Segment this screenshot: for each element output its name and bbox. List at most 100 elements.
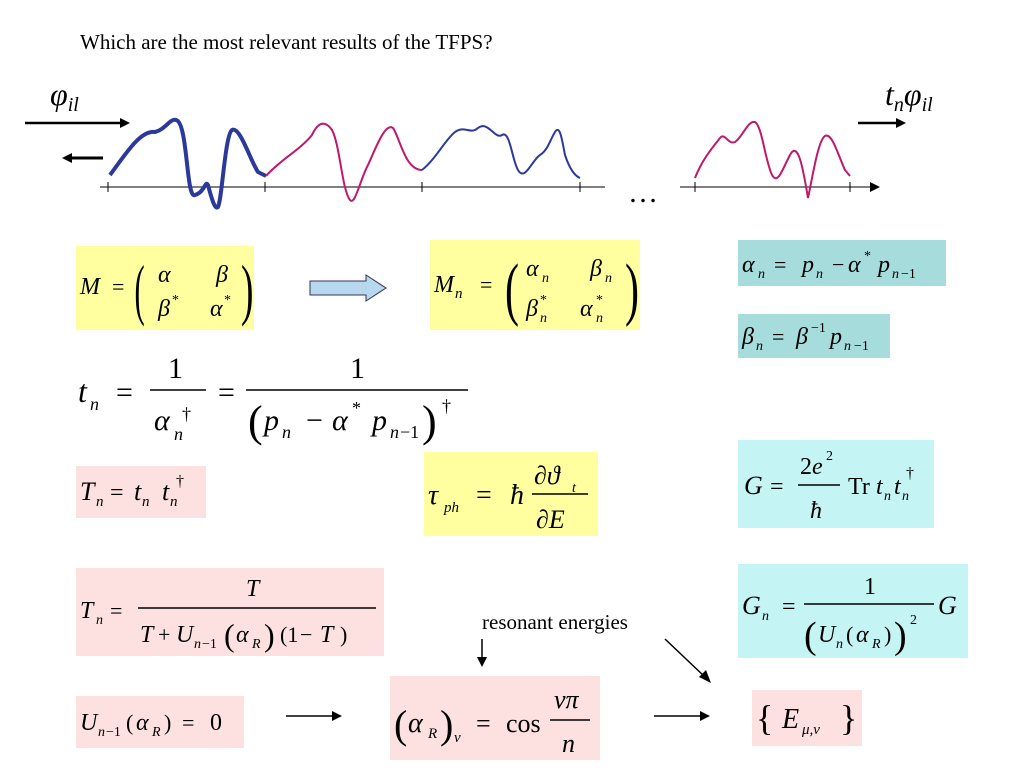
svg-text:*: * (352, 398, 361, 418)
Tn-product-box: T n = t n t n † (76, 466, 206, 518)
svg-text:n: n (756, 339, 763, 354)
svg-text:e: e (812, 454, 823, 480)
svg-text:*: * (540, 293, 547, 308)
svg-text:t: t (572, 481, 577, 496)
svg-text:n: n (542, 271, 549, 286)
svg-text:=: = (774, 252, 786, 277)
svg-text:=: = (476, 709, 491, 738)
svg-text:*: * (864, 249, 871, 264)
svg-text:†: † (906, 465, 914, 482)
svg-text:): ) (241, 251, 253, 327)
matrix-Mn-box: M n = ( α n β n β * n α * n ) (430, 240, 640, 330)
svg-text:U: U (176, 622, 195, 648)
svg-text:T: T (80, 477, 96, 506)
svg-text:=: = (112, 274, 124, 299)
tn-phi-il-label: tnφil (885, 76, 933, 116)
svg-text:μ,ν: μ,ν (801, 722, 820, 738)
svg-text:n: n (816, 267, 823, 282)
svg-text:): ) (264, 617, 275, 653)
svg-text:n: n (884, 489, 891, 504)
svg-text:n: n (596, 311, 603, 326)
beta-n-box: β n = β −1 p n −1 (738, 314, 890, 358)
svg-text:R: R (151, 725, 161, 740)
svg-text:R: R (871, 637, 881, 652)
svg-text:2: 2 (826, 449, 833, 464)
svg-text:n: n (455, 286, 463, 302)
svg-text:(: ( (804, 615, 817, 657)
annotation-arrows (477, 638, 711, 683)
svg-text:n: n (96, 613, 103, 628)
alpha-n-box: α n = p n − α * p n −1 (738, 240, 946, 286)
svg-text:n: n (174, 424, 183, 444)
wave-segment-1 (108, 117, 267, 210)
wave-segment-2 (265, 122, 423, 202)
svg-text:1: 1 (350, 352, 365, 385)
block-arrow (309, 274, 387, 302)
resonant-energies-label: resonant energies (482, 610, 628, 634)
transmitted-arrow (858, 118, 906, 128)
svg-text:): ) (884, 622, 891, 647)
svg-text:α: α (136, 710, 149, 736)
svg-text:{: { (756, 698, 773, 738)
arrow-to-alphaR (286, 711, 342, 721)
svg-text:1: 1 (168, 352, 183, 385)
G-conductance-box: G = 2 e 2 ħ Tr t n t n † (738, 440, 934, 528)
svg-text:n: n (98, 725, 105, 740)
incoming-arrow (25, 118, 130, 128)
svg-text:): ) (340, 622, 347, 647)
svg-text:α: α (580, 296, 593, 322)
svg-text:): ) (422, 397, 437, 446)
svg-text:G: G (744, 471, 763, 500)
svg-text:t: t (876, 474, 884, 500)
svg-text:†: † (442, 396, 451, 416)
svg-text:n: n (282, 422, 291, 442)
svg-text:α: α (408, 708, 424, 739)
svg-text:R: R (427, 726, 437, 742)
svg-text:n: n (902, 489, 909, 504)
svg-text:t: t (162, 477, 170, 506)
svg-text:∂E: ∂E (536, 505, 565, 534)
svg-text:(: ( (248, 397, 263, 446)
svg-text:ph: ph (443, 500, 459, 516)
svg-text:β: β (157, 296, 170, 322)
svg-text:n: n (762, 609, 769, 624)
svg-text:Tr: Tr (848, 474, 870, 500)
svg-text:(1: (1 (280, 622, 298, 647)
svg-text:p: p (828, 324, 842, 350)
svg-text:α: α (210, 296, 223, 322)
svg-text:+: + (158, 622, 170, 647)
reflected-arrow (62, 153, 103, 163)
svg-text:=: = (182, 710, 194, 735)
svg-text:n: n (90, 394, 99, 414)
svg-text:=: = (110, 480, 124, 506)
svg-text:): ) (164, 710, 171, 735)
svg-text:β: β (589, 256, 602, 282)
svg-text:T: T (80, 598, 95, 624)
svg-text:n: n (96, 494, 104, 510)
svg-text:α: α (158, 262, 171, 288)
svg-text:−: − (306, 404, 323, 437)
svg-text:p: p (370, 404, 387, 437)
svg-text:(: ( (505, 251, 519, 327)
svg-text:t: t (134, 477, 142, 506)
svg-text:α: α (856, 622, 869, 648)
axis-arrowhead (870, 182, 880, 192)
svg-text:†: † (176, 473, 184, 490)
svg-text:0: 0 (210, 710, 222, 736)
svg-text:=: = (782, 594, 796, 620)
svg-text:β: β (525, 296, 538, 322)
svg-text:α: α (742, 252, 755, 278)
svg-text:†: † (182, 404, 191, 424)
svg-text:β: β (215, 262, 228, 288)
svg-text:T: T (320, 622, 335, 648)
svg-text:−1: −1 (901, 267, 916, 282)
svg-text:n: n (194, 637, 201, 652)
svg-text:−: − (300, 622, 312, 647)
svg-text:=: = (116, 376, 133, 409)
tn-equation: t n = 1 α n † = 1 ( p n − α * p n −1 ) † (78, 352, 468, 446)
svg-text:n: n (562, 729, 575, 758)
svg-text:β: β (741, 324, 754, 350)
svg-text:M: M (79, 274, 102, 300)
svg-text:p: p (876, 252, 890, 278)
svg-text:α: α (332, 404, 349, 437)
